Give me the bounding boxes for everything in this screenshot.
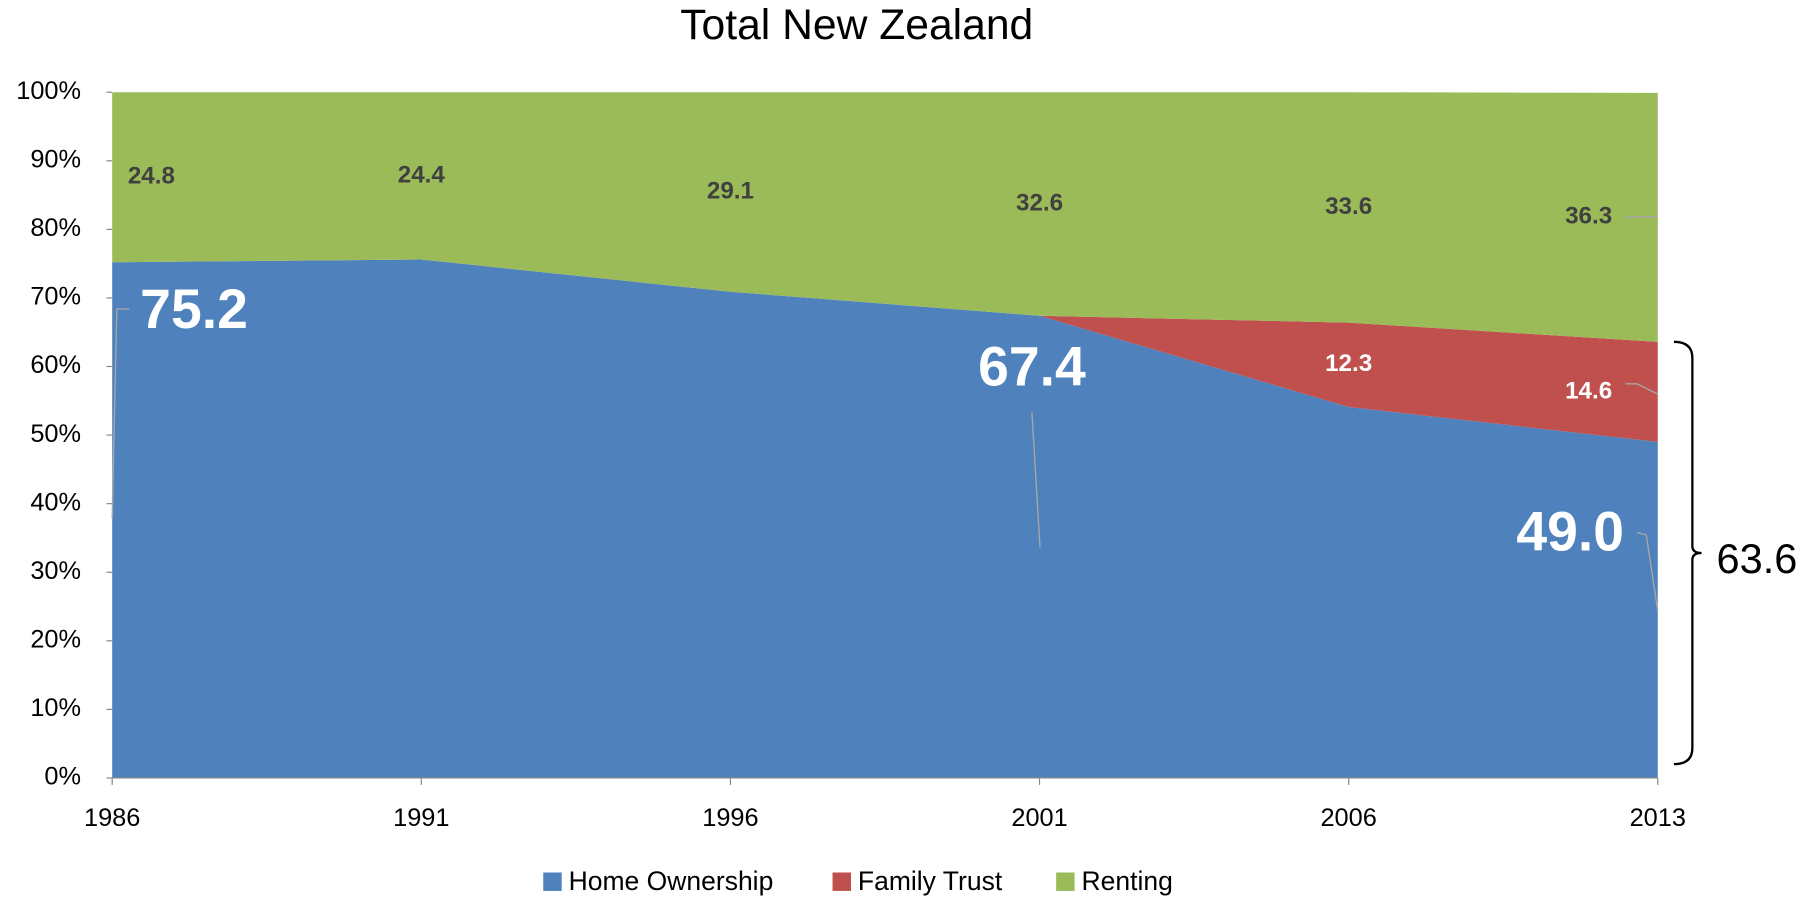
data-label: 12.3 bbox=[1325, 350, 1372, 377]
x-tick-label: 2006 bbox=[1320, 804, 1376, 832]
legend-swatch bbox=[543, 872, 562, 891]
leader-line bbox=[1636, 531, 1659, 611]
bracket bbox=[1673, 340, 1702, 766]
annotation: 63.6 bbox=[1717, 535, 1798, 582]
y-tick-label: 100% bbox=[16, 77, 81, 105]
leader-line bbox=[1625, 383, 1659, 395]
y-tick-label: 20% bbox=[30, 626, 81, 654]
data-label: 29.1 bbox=[707, 177, 754, 204]
data-label: 36.3 bbox=[1565, 203, 1612, 230]
legend-swatch bbox=[1056, 872, 1075, 891]
area bbox=[112, 92, 1658, 342]
area bbox=[112, 259, 1658, 778]
x-tick-label: 2013 bbox=[1630, 804, 1686, 832]
area bbox=[1039, 315, 1658, 442]
x-tick-label: 1991 bbox=[393, 804, 449, 832]
legend-label: Renting bbox=[1081, 866, 1172, 896]
y-tick-label: 70% bbox=[30, 283, 81, 311]
data-label: 33.6 bbox=[1325, 193, 1372, 220]
x-tick-label: 1986 bbox=[84, 804, 140, 832]
x-tick-label: 1996 bbox=[702, 804, 758, 832]
data-label: 24.8 bbox=[128, 163, 175, 190]
legend-label: Family Trust bbox=[858, 866, 1003, 896]
y-tick-label: 30% bbox=[30, 557, 81, 585]
x-tick-label: 2001 bbox=[1011, 804, 1067, 832]
data-label: 14.6 bbox=[1565, 377, 1612, 404]
y-tick-label: 0% bbox=[44, 763, 81, 791]
y-tick-label: 60% bbox=[30, 351, 81, 379]
legend-label: Home Ownership bbox=[569, 866, 774, 896]
y-tick-label: 50% bbox=[30, 420, 81, 448]
y-tick-label: 40% bbox=[30, 488, 81, 516]
y-tick-label: 10% bbox=[30, 694, 81, 722]
y-tick-label: 90% bbox=[30, 145, 81, 173]
data-label: 24.4 bbox=[398, 161, 446, 188]
chart-title: Total New Zealand bbox=[680, 1, 1033, 49]
data-label: 75.2 bbox=[140, 278, 248, 340]
leader-line bbox=[1031, 412, 1041, 548]
data-label: 67.4 bbox=[978, 336, 1086, 398]
data-label: 49.0 bbox=[1516, 501, 1624, 563]
legend-swatch bbox=[832, 872, 851, 891]
y-tick-label: 80% bbox=[30, 214, 81, 242]
leader-line bbox=[111, 308, 130, 519]
data-label: 32.6 bbox=[1016, 189, 1063, 216]
